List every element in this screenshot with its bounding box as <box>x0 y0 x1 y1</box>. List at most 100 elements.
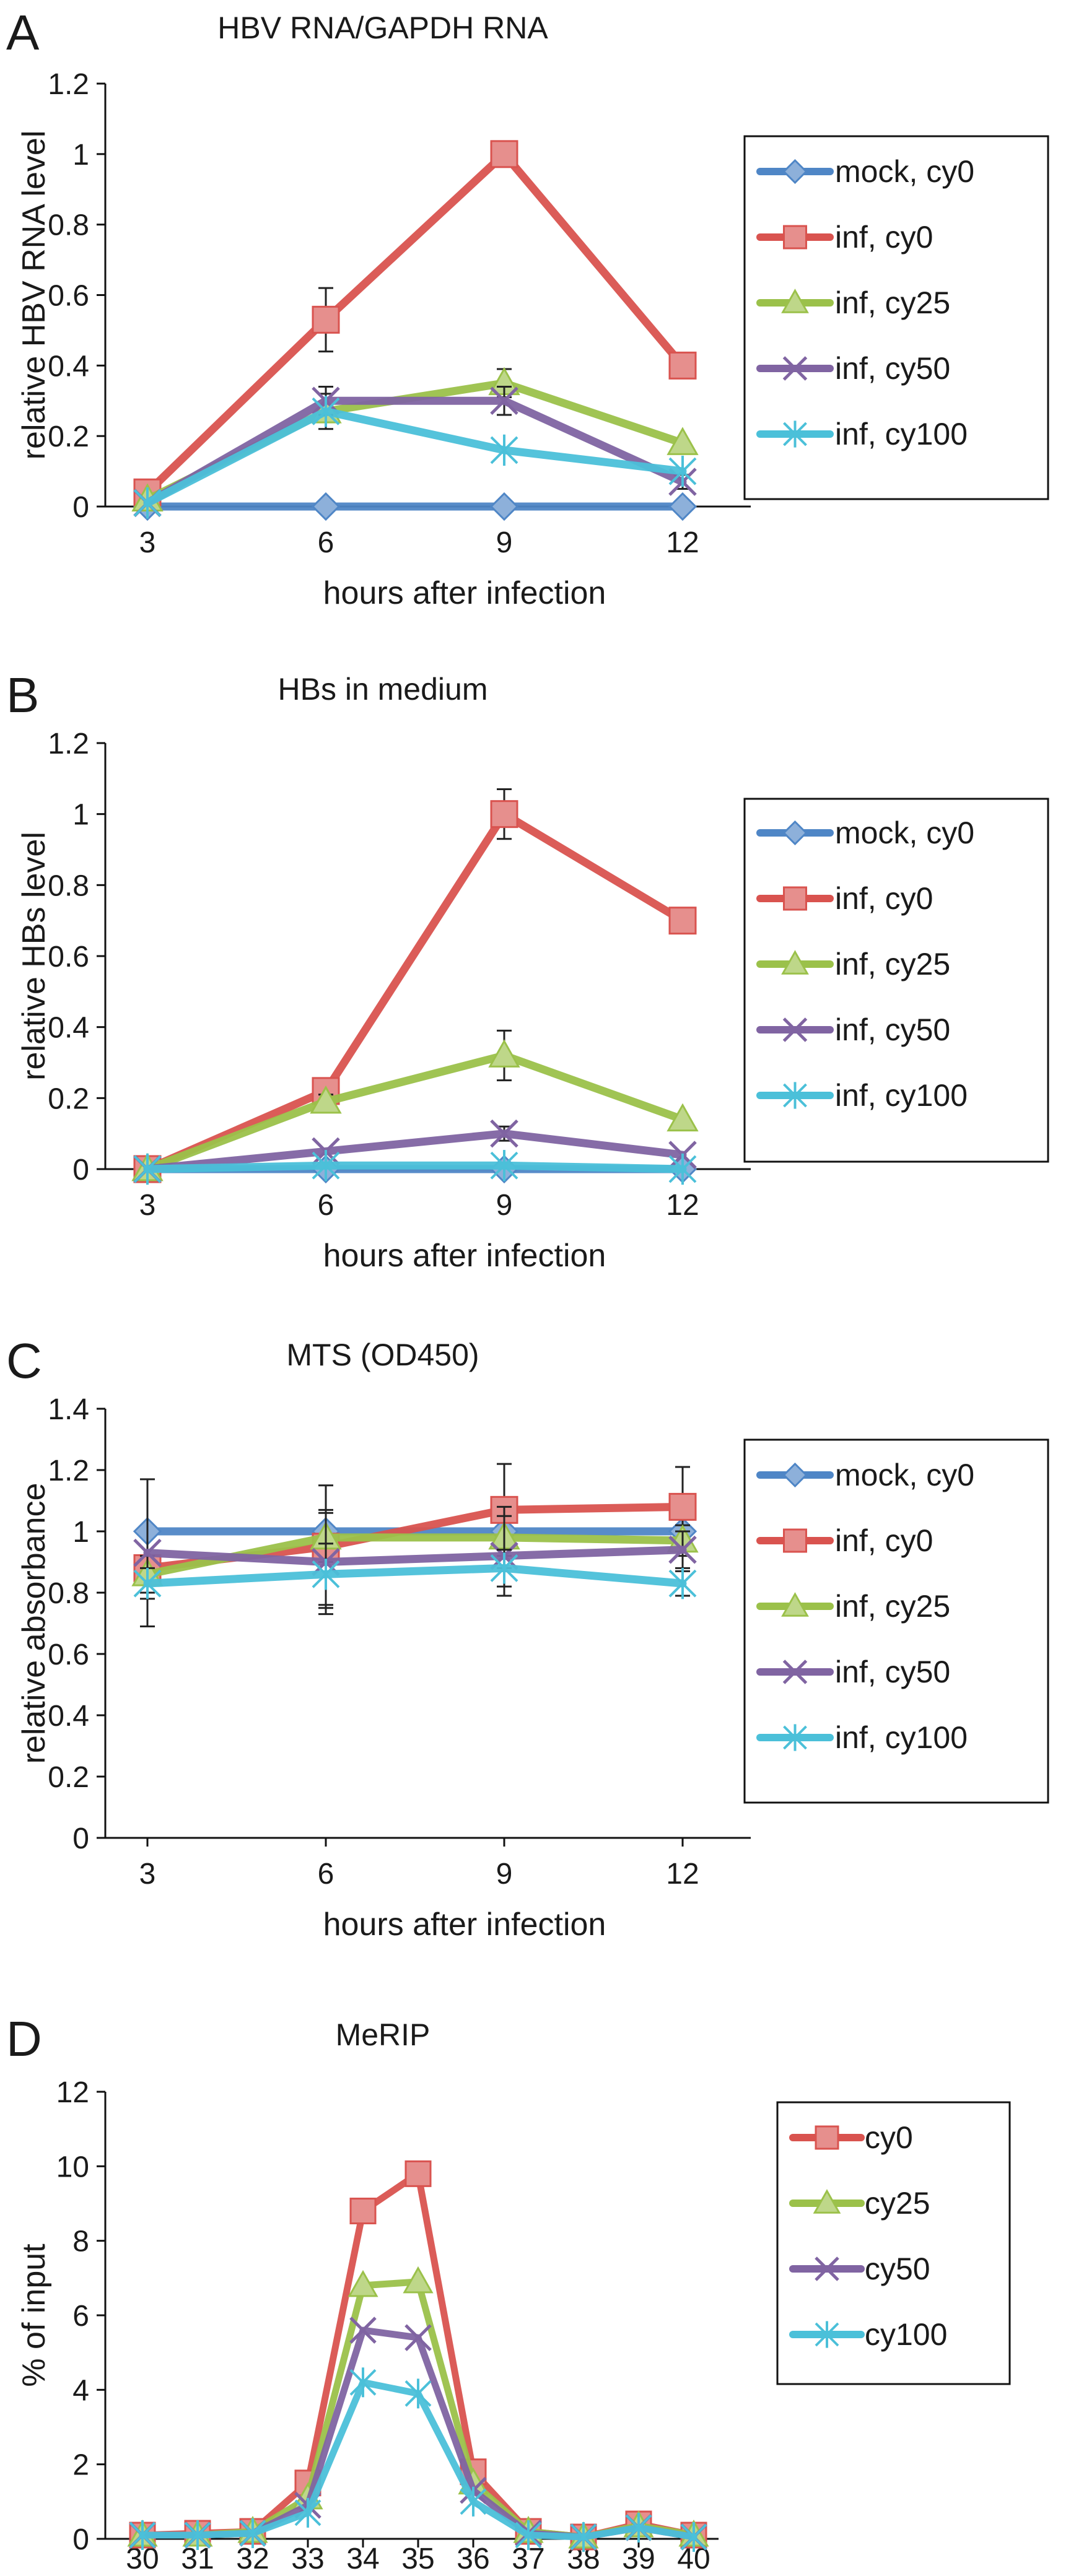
data-point <box>488 1039 520 1068</box>
legend-marker <box>813 2189 841 2214</box>
y-tick-label: 0.4 <box>48 350 89 383</box>
series-cy100 <box>129 2367 707 2552</box>
legend-label: inf, cy0 <box>835 220 933 255</box>
x-tick-label: 6 <box>318 1858 334 1891</box>
series-inf-cy0 <box>133 788 697 1183</box>
x-axis-label: hours after infection <box>323 1238 606 1274</box>
series-inf-cy100 <box>133 1150 697 1185</box>
data-point <box>668 1535 697 1564</box>
y-tick-label: 12 <box>56 2076 89 2109</box>
legend-marker <box>782 356 808 381</box>
x-tick-label: 12 <box>666 526 699 559</box>
legend-marker <box>782 820 808 846</box>
data-point <box>490 1552 518 1584</box>
legend-label: inf, cy50 <box>835 351 950 386</box>
data-point <box>312 396 340 427</box>
x-tick-label: 9 <box>496 1189 513 1222</box>
y-tick-label: 0.8 <box>48 1577 89 1610</box>
y-tick-label: 1 <box>72 799 89 832</box>
y-tick-label: 1 <box>72 139 89 172</box>
series-inf-cy50 <box>133 385 697 518</box>
y-tick-label: 0.2 <box>48 1082 89 1115</box>
x-tick-label: 9 <box>496 1858 513 1891</box>
y-axis-label: relative absorbance <box>16 1483 52 1764</box>
x-tick-label: 3 <box>139 1858 156 1891</box>
legend-item: inf, cy100 <box>756 417 968 451</box>
data-point <box>625 2512 652 2543</box>
data-point <box>133 487 162 519</box>
legend-item: inf, cy0 <box>756 1523 933 1558</box>
data-point <box>668 1567 697 1599</box>
data-point <box>667 1103 699 1132</box>
data-point <box>348 2269 378 2297</box>
data-point <box>668 492 697 521</box>
series-line <box>143 150 687 497</box>
legend-marker <box>782 1660 808 1684</box>
y-axis-label: relative HBs level <box>16 832 52 1081</box>
legend-label: inf, cy100 <box>835 1078 968 1113</box>
panel-letter: C <box>6 1333 42 1388</box>
series-line <box>143 810 687 1173</box>
x-tick-label: 3 <box>139 526 156 559</box>
legend-item: inf, cy25 <box>756 947 950 981</box>
legend-marker <box>783 1082 807 1109</box>
data-point <box>490 140 518 168</box>
data-point <box>129 2520 156 2550</box>
data-point <box>294 2497 321 2528</box>
legend-label: cy0 <box>865 2120 913 2155</box>
y-tick-label: 0 <box>72 1154 89 1186</box>
panel-letter: D <box>6 2011 42 2066</box>
data-point <box>133 1567 162 1599</box>
legend-label: mock, cy0 <box>835 1458 974 1492</box>
legend-label: mock, cy0 <box>835 816 974 850</box>
data-point <box>490 434 518 466</box>
legend-item: inf, cy50 <box>756 351 950 386</box>
legend-item: mock, cy0 <box>756 1458 974 1492</box>
y-tick-label: 0 <box>72 491 89 524</box>
data-point <box>668 1492 697 1521</box>
legend-item: inf, cy50 <box>756 1012 950 1047</box>
series-inf-cy25 <box>131 1029 699 1181</box>
legend-label: inf, cy25 <box>835 285 950 320</box>
y-axis-label: % of input <box>16 2243 52 2387</box>
legend-label: inf, cy50 <box>835 1655 950 1689</box>
legend-item: cy25 <box>789 2186 930 2221</box>
data-point <box>133 1538 162 1567</box>
y-tick-label: 2 <box>72 2449 89 2482</box>
y-tick-label: 1 <box>72 1516 89 1549</box>
legend-label: inf, cy50 <box>835 1012 950 1047</box>
legend-label: cy25 <box>865 2186 930 2221</box>
data-point <box>515 2520 542 2550</box>
data-point <box>349 2367 377 2398</box>
data-point <box>404 2378 432 2409</box>
legend-item: inf, cy100 <box>756 1720 968 1755</box>
data-point <box>489 492 519 521</box>
legend-marker <box>815 2256 839 2281</box>
x-axis-label: hours after infection <box>323 575 606 611</box>
panel-letter: B <box>6 668 39 723</box>
panel-b-chart: B HBs in medium 0 0.2 0.4 0.6 0.8 1 1.2 3 6 9 12 rela… <box>6 668 1049 1274</box>
legend-label: inf, cy25 <box>835 947 950 981</box>
y-tick-label: 4 <box>72 2374 89 2407</box>
legend-marker <box>782 1462 808 1488</box>
data-point <box>239 2518 266 2548</box>
data-point <box>404 2324 432 2351</box>
data-point <box>490 1150 518 1181</box>
data-point <box>349 2317 377 2344</box>
series-line <box>143 1546 687 1566</box>
series-cy0 <box>129 2160 707 2551</box>
x-tick-label: 12 <box>666 1189 699 1222</box>
data-point <box>490 800 518 829</box>
legend-label: inf, cy0 <box>835 1523 933 1558</box>
legend-marker <box>783 225 807 250</box>
x-tick-label: 6 <box>318 1189 334 1222</box>
series-line <box>139 2326 697 2541</box>
legend: mock, cy0 inf, cy0 inf, cy25 inf, cy50 inf, … <box>743 135 1049 500</box>
chart-title: MTS (OD450) <box>286 1338 479 1372</box>
legend-marker <box>783 886 807 911</box>
panel-a-chart: A HBV RNA/GAPDH RNA 0 0.2 0.4 0.6 0.8 1 1.2 3 6 9 12… <box>6 5 1049 611</box>
series-line <box>143 1051 687 1173</box>
data-point <box>310 1085 342 1114</box>
